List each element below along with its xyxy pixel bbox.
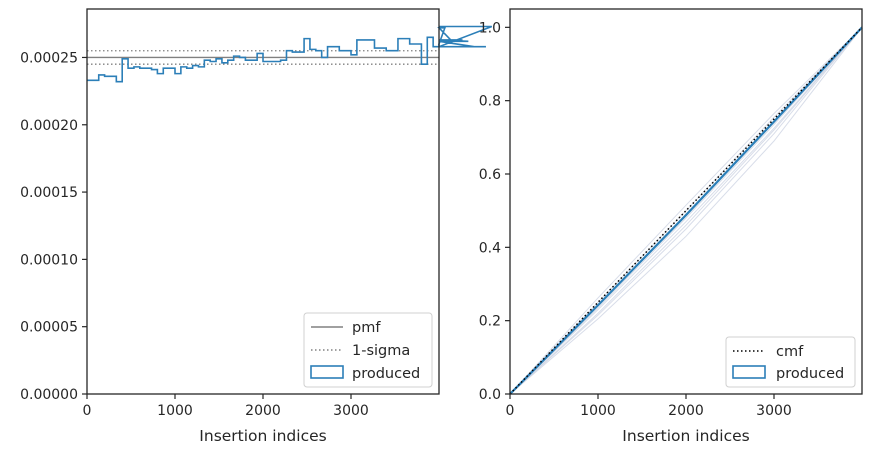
right-x-tick-label: 3000 [756,403,792,419]
ghost-curve [509,27,863,395]
left-legend-box [303,312,433,388]
left-x-tick-label: 0 [83,403,92,419]
right-legend-box [725,336,856,388]
legend-sigma-label: 1-sigma [352,343,410,359]
right-y-tick-label: 1.0 [479,20,501,36]
right-panel: 0 1000 2000 3000 0.0 0.2 0.4 0.6 0.8 1.0 Inserti… [479,8,863,445]
legend-produced-label: produced [352,366,420,382]
left-y-tick-label: 0.00010 [20,252,78,268]
ghost-curve [509,26,863,395]
left-y-tick-label: 0.00025 [20,50,78,66]
right-plot-data [509,26,863,395]
left-x-tick-label: 1000 [157,403,193,419]
ghost-curve [509,27,863,395]
left-y-tick-label: 0.00015 [20,185,78,201]
cmf-line [509,26,863,395]
left-y-tick-label: 0.00000 [20,387,78,403]
right-x-tick-label: 0 [506,403,515,419]
right-y-tick-label: 0.2 [479,314,501,330]
right-y-tick-label: 0.6 [479,167,501,183]
right-y-tick-label: 0.8 [479,94,501,110]
right-y-tick-label: 0.0 [479,387,501,403]
right-y-tick-label: 0.4 [479,240,501,256]
produced-cmf-series [509,26,863,395]
left-panel: 0 1000 2000 3000 0.000000.000050.000100.000… [20,8,493,445]
legend-pmf-label: pmf [352,320,381,336]
left-x-ticks: 0 1000 2000 3000 [83,394,369,419]
left-x-axis-label: Insertion indices [199,427,326,445]
left-y-tick-label: 0.00005 [20,320,78,336]
ghost-curve [509,27,863,395]
right-x-tick-label: 2000 [668,403,704,419]
right-x-axis-label: Insertion indices [622,427,749,445]
legend-produced-swatch-right [732,365,766,379]
left-y-tick-label: 0.00020 [20,118,78,134]
right-y-ticks: 0.0 0.2 0.4 0.6 0.8 1.0 [479,20,510,403]
left-legend: pmf 1-sigma produced [303,312,433,388]
left-plot-data [87,25,493,83]
ghost-curve [509,27,863,395]
ghost-curve [509,26,863,395]
right-x-ticks: 0 1000 2000 3000 [506,394,792,419]
legend-produced-label-right: produced [776,366,844,382]
left-x-tick-label: 2000 [245,403,281,419]
right-x-tick-label: 1000 [580,403,616,419]
legend-produced-swatch [310,365,344,379]
left-y-ticks: 0.00000 0.00005 0.00010 0.00015 0.00020 0.000… [20,50,87,403]
right-legend: cmf produced [725,336,856,388]
left-x-tick-label: 3000 [333,403,369,419]
legend-cmf-label: cmf [776,344,804,360]
produced-step-series [87,25,493,83]
